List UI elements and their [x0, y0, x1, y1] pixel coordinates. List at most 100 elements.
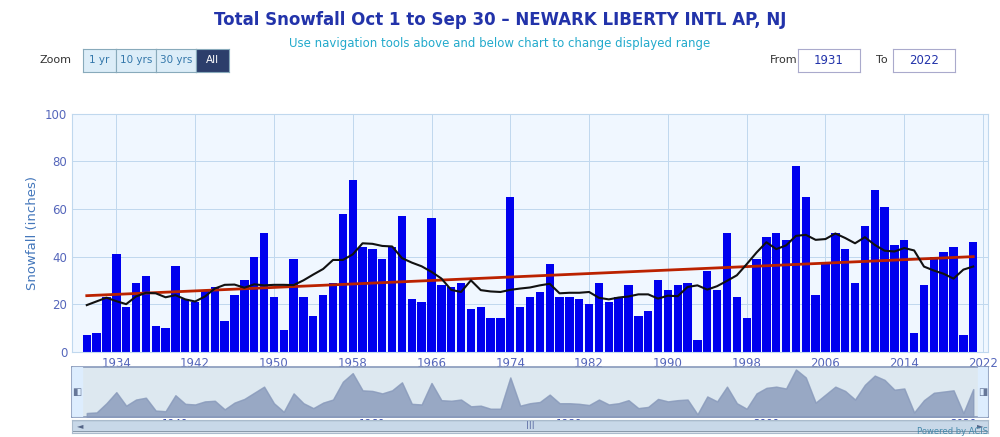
- Bar: [683, 283, 692, 352]
- Bar: [831, 232, 840, 352]
- Bar: [477, 306, 485, 352]
- Text: 2022: 2022: [909, 54, 939, 67]
- Bar: [634, 316, 643, 352]
- Bar: [467, 309, 475, 352]
- Bar: [762, 237, 771, 352]
- Bar: [811, 295, 820, 352]
- Bar: [309, 316, 317, 352]
- Bar: [378, 259, 386, 352]
- Text: 30 yrs: 30 yrs: [160, 55, 192, 65]
- Text: All: All: [206, 55, 219, 65]
- Text: ◨: ◨: [978, 387, 988, 397]
- Bar: [72, 367, 82, 417]
- Bar: [191, 302, 199, 352]
- Bar: [83, 335, 91, 352]
- Bar: [240, 281, 249, 352]
- Text: 10 yrs: 10 yrs: [120, 55, 152, 65]
- Bar: [900, 240, 908, 352]
- Bar: [417, 302, 426, 352]
- Bar: [447, 288, 455, 352]
- Bar: [821, 264, 830, 352]
- Bar: [939, 252, 948, 352]
- Text: III: III: [526, 421, 534, 431]
- Bar: [910, 333, 918, 352]
- Bar: [408, 299, 416, 352]
- Bar: [339, 214, 347, 352]
- Bar: [693, 340, 702, 352]
- Bar: [506, 197, 514, 352]
- Bar: [142, 276, 150, 352]
- Text: 1931: 1931: [814, 54, 844, 67]
- Bar: [181, 299, 189, 352]
- Bar: [713, 290, 721, 352]
- Bar: [703, 271, 711, 352]
- Bar: [457, 283, 465, 352]
- Bar: [624, 285, 633, 352]
- Bar: [122, 306, 130, 352]
- Bar: [496, 319, 505, 352]
- Bar: [871, 190, 879, 352]
- Bar: [102, 297, 111, 352]
- Bar: [270, 297, 278, 352]
- Bar: [841, 250, 849, 352]
- Bar: [546, 264, 554, 352]
- Bar: [526, 297, 534, 352]
- Bar: [171, 266, 180, 352]
- Text: Total Snowfall Oct 1 to Sep 30 – NEWARK LIBERTY INTL AP, NJ: Total Snowfall Oct 1 to Sep 30 – NEWARK …: [214, 11, 786, 29]
- Bar: [733, 297, 741, 352]
- FancyBboxPatch shape: [63, 420, 997, 432]
- Bar: [486, 319, 495, 352]
- Bar: [969, 242, 977, 352]
- Bar: [959, 335, 968, 352]
- Bar: [851, 283, 859, 352]
- Bar: [161, 328, 170, 352]
- Text: From: From: [770, 55, 798, 65]
- Bar: [280, 330, 288, 352]
- Bar: [112, 254, 121, 352]
- Bar: [132, 283, 140, 352]
- Text: ►: ►: [977, 422, 983, 430]
- Text: ◄: ◄: [77, 422, 83, 430]
- Bar: [152, 326, 160, 352]
- Bar: [368, 250, 377, 352]
- Bar: [555, 297, 564, 352]
- Bar: [565, 297, 574, 352]
- Bar: [605, 302, 613, 352]
- Bar: [792, 166, 800, 352]
- Text: Use navigation tools above and below chart to change displayed range: Use navigation tools above and below cha…: [289, 37, 711, 50]
- Text: Powered by ACIS: Powered by ACIS: [917, 427, 988, 436]
- Bar: [949, 247, 958, 352]
- Bar: [723, 232, 731, 352]
- Bar: [674, 285, 682, 352]
- Bar: [743, 319, 751, 352]
- Text: Zoom: Zoom: [40, 55, 72, 65]
- Bar: [289, 259, 298, 352]
- Bar: [329, 283, 337, 352]
- Bar: [349, 180, 357, 352]
- Bar: [920, 285, 928, 352]
- Bar: [802, 197, 810, 352]
- Bar: [250, 257, 258, 352]
- Bar: [536, 292, 544, 352]
- Bar: [260, 232, 268, 352]
- Bar: [398, 216, 406, 352]
- Y-axis label: Snowfall (inches): Snowfall (inches): [26, 176, 39, 290]
- Bar: [427, 218, 436, 352]
- Bar: [319, 295, 327, 352]
- Bar: [92, 333, 101, 352]
- Bar: [358, 247, 367, 352]
- Bar: [585, 304, 593, 352]
- Bar: [595, 283, 603, 352]
- Bar: [861, 225, 869, 352]
- Bar: [654, 281, 662, 352]
- Bar: [890, 245, 899, 352]
- Bar: [644, 311, 652, 352]
- Text: 1 yr: 1 yr: [89, 55, 110, 65]
- Bar: [930, 257, 938, 352]
- Bar: [437, 285, 446, 352]
- Bar: [614, 297, 623, 352]
- Bar: [211, 288, 219, 352]
- Bar: [516, 306, 524, 352]
- Bar: [201, 290, 209, 352]
- Bar: [772, 232, 780, 352]
